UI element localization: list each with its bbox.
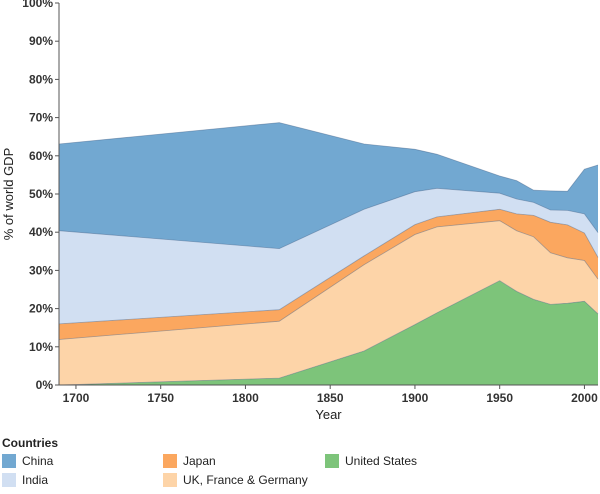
legend-label-india: India <box>22 473 49 487</box>
legend-label-uk-france-germany: UK, France & Germany <box>183 473 308 487</box>
legend-swatch-china <box>2 454 16 468</box>
legend-item-united-states[interactable]: United States <box>325 454 417 468</box>
y-tick-label: 30% <box>29 263 53 277</box>
legend-swatch-japan <box>163 454 177 468</box>
y-tick-label: 20% <box>29 302 53 316</box>
x-tick-label: 1700 <box>63 391 90 405</box>
y-tick-label: 70% <box>29 111 53 125</box>
y-tick-label: 10% <box>29 340 53 354</box>
area-layer <box>59 122 598 385</box>
x-tick-label: 1800 <box>232 391 259 405</box>
area-edge-uk-france-germany <box>58 220 599 340</box>
legend-item-india[interactable]: India <box>2 473 48 487</box>
x-tick-label: 1900 <box>402 391 429 405</box>
area-india <box>59 188 598 324</box>
area-edge-india <box>58 187 599 250</box>
y-tick-label: 90% <box>29 34 53 48</box>
y-axis-title: % of world GDP <box>1 148 16 240</box>
y-tick-label: 80% <box>29 72 53 86</box>
y-tick-label: 40% <box>29 225 53 239</box>
stacked-area-chart: 0% 10% 20% 30% 40% 50% 60% 70% 80% 90% 100% 1700 175… <box>1 0 599 422</box>
axes: 0% 10% 20% 30% 40% 50% 60% 70% 80% 90% 100% 1700 175… <box>22 0 598 405</box>
legend-label-japan: Japan <box>183 454 216 468</box>
series-edge-lines <box>58 122 599 386</box>
y-tick-label: 50% <box>29 187 53 201</box>
area-edge-china <box>58 122 599 192</box>
x-tick-label: 1750 <box>147 391 174 405</box>
legend-label-china: China <box>22 454 54 468</box>
area-uk-france-germany <box>59 220 598 385</box>
area-edge-united-states <box>58 280 599 386</box>
legend: Countries China India Japan UK, France &… <box>0 436 600 494</box>
legend-item-japan[interactable]: Japan <box>163 454 216 468</box>
area-edge-japan <box>58 208 599 325</box>
x-axis-title: Year <box>315 407 342 422</box>
legend-swatch-uk-france-germany <box>163 473 177 487</box>
legend-item-uk-france-germany[interactable]: UK, France & Germany <box>163 473 308 487</box>
legend-label-united-states: United States <box>345 454 418 468</box>
y-tick-label: 100% <box>22 0 53 10</box>
y-tick-label: 0% <box>36 378 54 392</box>
y-tick-label: 60% <box>29 149 53 163</box>
legend-item-china[interactable]: China <box>2 454 53 468</box>
legend-swatch-india <box>2 473 16 487</box>
area-japan <box>59 209 598 340</box>
x-tick-label: 1950 <box>486 391 513 405</box>
legend-title: Countries <box>2 436 59 450</box>
area-united-states <box>59 280 598 385</box>
x-tick-label: 1850 <box>317 391 344 405</box>
x-tick-label: 2000 <box>571 391 598 405</box>
area-china <box>59 122 598 249</box>
legend-swatch-united-states <box>325 454 339 468</box>
